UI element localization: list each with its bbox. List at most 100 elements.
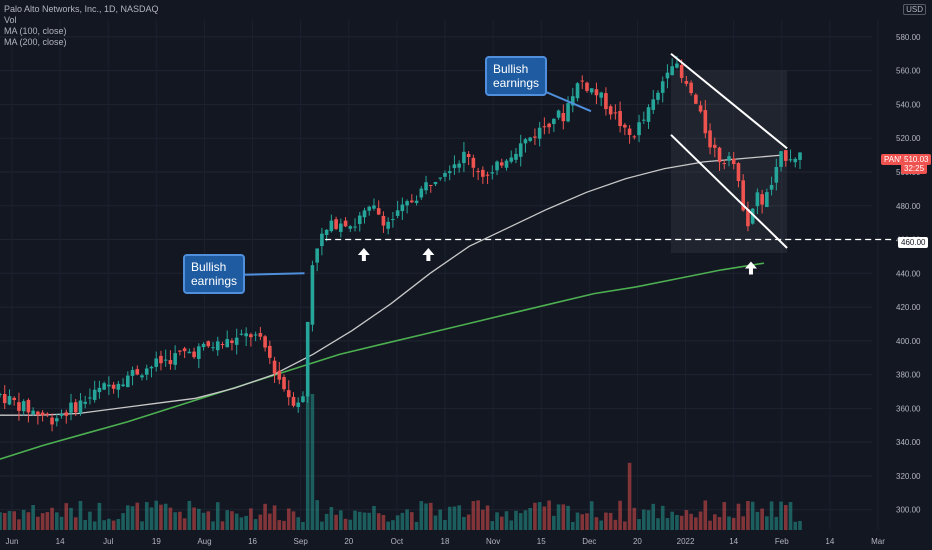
volume-bar — [750, 501, 755, 530]
volume-bar — [698, 511, 703, 530]
candle-body — [187, 351, 192, 354]
candle-body — [135, 369, 140, 375]
volume-bar — [665, 518, 670, 530]
x-tick-label: 20 — [633, 537, 642, 546]
candle-body — [64, 412, 69, 416]
candle-body — [466, 154, 471, 158]
volume-bar — [717, 517, 722, 530]
candle-body — [499, 162, 504, 166]
candle-body — [372, 205, 376, 209]
volume-bar — [310, 394, 315, 530]
channel-lines — [670, 52, 788, 249]
x-tick-label: Dec — [582, 537, 596, 546]
candle-body — [12, 397, 17, 401]
volume-bar — [570, 521, 575, 530]
candle-body — [286, 390, 291, 398]
volume-bar — [315, 500, 319, 530]
candle-body — [537, 127, 542, 139]
candle-body — [386, 221, 390, 229]
candle-body — [552, 118, 556, 124]
candle-body — [367, 206, 372, 211]
candle-body — [712, 144, 717, 148]
volume-bar — [102, 520, 106, 530]
volume-bar — [656, 518, 660, 530]
arrow-up-icon — [422, 247, 435, 261]
volume-bar — [670, 511, 674, 530]
volume-bar — [395, 515, 400, 530]
candle-body — [149, 366, 154, 369]
x-tick-label: 20 — [344, 537, 353, 546]
arrow-up-icon — [357, 247, 370, 261]
volume-bar — [362, 512, 367, 530]
chart-legend: Palo Alto Networks, Inc., 1D, NASDAQ Vol… — [4, 4, 159, 48]
candle-body — [36, 411, 40, 416]
y-tick-label: 340.00 — [896, 438, 921, 447]
candle-body — [447, 171, 452, 174]
volume-bar — [542, 506, 547, 530]
volume-bar — [608, 512, 613, 530]
candle-body — [263, 336, 267, 348]
candle-body — [585, 82, 589, 91]
candles — [0, 55, 802, 432]
candle-body — [73, 402, 78, 413]
x-tick-label: Feb — [775, 537, 789, 546]
y-tick-label: 520.00 — [896, 134, 921, 143]
candle-body — [698, 105, 703, 112]
volume-bar — [135, 502, 140, 530]
volume-bar — [447, 506, 452, 530]
candle-body — [310, 265, 315, 325]
volume-bar — [126, 505, 130, 530]
volume-bar — [798, 520, 802, 530]
candle-body — [765, 192, 769, 208]
currency-label[interactable]: USD — [903, 4, 926, 15]
volume-bar — [130, 506, 135, 530]
volume-bar — [509, 520, 514, 530]
volume-bar — [537, 502, 542, 530]
candle-body — [329, 220, 334, 232]
candle-body — [618, 111, 622, 127]
candle-body — [249, 334, 253, 338]
candle-body — [580, 80, 585, 82]
candle-body — [514, 153, 518, 160]
level-badge: 460.00 — [898, 237, 929, 248]
candle-body — [509, 157, 514, 162]
candle-body — [192, 351, 196, 358]
candle-body — [419, 188, 424, 198]
volume-bar — [159, 504, 163, 530]
volume-bar — [268, 513, 272, 530]
volume-bar — [736, 503, 741, 530]
volume-bar — [632, 507, 637, 530]
x-tick-label: Jul — [103, 537, 113, 546]
volume-bar — [73, 517, 78, 530]
volume-bar — [556, 504, 561, 530]
candle-body — [717, 147, 722, 163]
volume-bar — [12, 511, 17, 530]
callout-bullish-earnings-1: Bullish earnings — [183, 254, 246, 294]
candle-body — [357, 215, 362, 224]
volume-bar — [367, 512, 372, 530]
volume-bar — [741, 516, 745, 530]
volume-bar — [575, 512, 580, 530]
candle-body — [258, 333, 263, 337]
y-tick-label: 480.00 — [896, 202, 921, 211]
candle-body — [201, 343, 206, 348]
x-tick-label: Mar — [871, 537, 885, 546]
volume-bar — [88, 511, 92, 530]
volume-bar — [504, 511, 509, 530]
y-tick-label: 360.00 — [896, 404, 921, 413]
candle-body — [277, 370, 282, 380]
volume-bar — [405, 509, 409, 530]
volume-bar — [163, 503, 168, 530]
volume-bar — [466, 514, 471, 530]
x-tick-label: 14 — [56, 537, 65, 546]
candle-body — [542, 126, 547, 128]
volume-bar — [182, 518, 187, 530]
volume-bar — [623, 521, 627, 530]
volume-bar — [329, 507, 334, 530]
candle-body — [315, 248, 319, 263]
candle-body — [239, 333, 244, 335]
volume-bar — [774, 516, 779, 530]
candle-body — [253, 334, 258, 336]
candle-body — [301, 396, 305, 402]
